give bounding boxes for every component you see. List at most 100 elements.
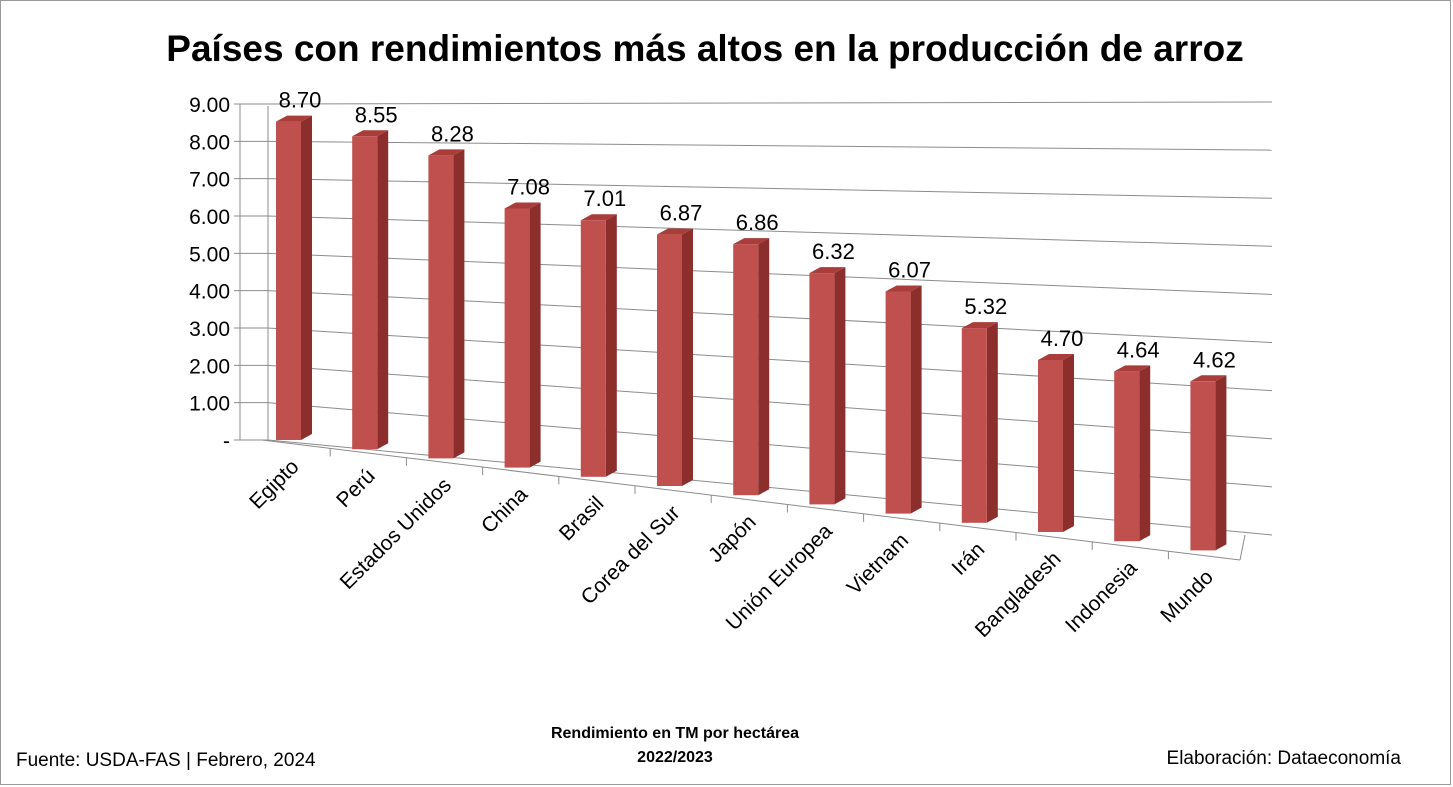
x-tick-label: Indonesia (1061, 556, 1142, 637)
x-tick-label: Egipto (245, 455, 303, 513)
gridline (267, 178, 1273, 199)
data-label: 4.62 (1193, 347, 1236, 372)
bar-side (682, 228, 693, 487)
x-tick-label: Japón (704, 510, 761, 567)
bar-front (961, 328, 987, 523)
bar-top (809, 267, 846, 274)
bar-top (657, 228, 693, 235)
bar (733, 238, 770, 496)
x-tick-label: China (477, 483, 532, 538)
y-tick-label: 6.00 (189, 206, 230, 229)
x-tick-label: Irán (947, 538, 989, 580)
bar (276, 115, 312, 440)
credit-note: Elaboración: Dataeconomía (1166, 748, 1401, 769)
data-label: 7.01 (583, 186, 626, 211)
bar-top (1114, 365, 1151, 372)
data-label: 6.87 (660, 201, 703, 226)
bar-front (885, 291, 911, 514)
bar-front (428, 155, 454, 459)
y-tick-label: - (223, 430, 230, 453)
y-tick-label: 1.00 (189, 393, 230, 416)
x-tick-label: Bangladesh (971, 547, 1066, 642)
data-label: 6.07 (888, 257, 931, 282)
bar-front (1038, 359, 1063, 532)
data-label: 8.28 (431, 121, 474, 146)
chart-title: Países con rendimientos más altos en la … (166, 28, 1244, 69)
bar-top (580, 214, 617, 221)
bar (580, 214, 617, 477)
floor-right-edge (1239, 534, 1246, 561)
bar (352, 130, 389, 450)
data-label: 4.70 (1041, 326, 1084, 351)
x-tick-label: Brasil (555, 492, 608, 545)
bar-top (276, 115, 312, 122)
bar-top (504, 202, 541, 209)
bar-side (377, 130, 389, 450)
bar-top (885, 285, 922, 292)
bar (1190, 375, 1227, 551)
bar-side (834, 267, 846, 505)
bar (504, 202, 541, 468)
gridline (267, 290, 1273, 344)
gridline (267, 101, 1273, 105)
caption-line-2: 2022/2023 (637, 749, 713, 766)
data-label: 6.86 (736, 210, 779, 235)
bar-top (1038, 353, 1074, 360)
bar-side (986, 322, 998, 523)
bar-side (529, 202, 541, 468)
data-label: 4.64 (1117, 337, 1160, 362)
bar-front (580, 220, 606, 477)
bar-side (453, 149, 465, 459)
y-tick-label: 7.00 (189, 169, 230, 192)
chart-caption: Rendimiento en TM por hectárea 2022/2023 (490, 722, 860, 770)
y-tick-label: 9.00 (189, 94, 230, 117)
bar-front (352, 136, 378, 450)
bar (657, 228, 693, 487)
bar-side (910, 285, 922, 514)
data-label: 8.55 (355, 102, 398, 127)
y-tick-label: 2.00 (189, 355, 230, 378)
data-label: 5.32 (964, 294, 1007, 319)
bar (961, 322, 998, 523)
y-tick-label: 8.00 (189, 131, 230, 154)
y-tick-label: 5.00 (189, 243, 230, 266)
data-label: 8.70 (279, 88, 322, 113)
source-note: Fuente: USDA-FAS | Febrero, 2024 (16, 750, 316, 771)
bar-side (1063, 353, 1074, 532)
bar-top (428, 149, 465, 156)
bar-front (657, 234, 682, 486)
bar-front (1114, 371, 1140, 542)
gridline (267, 252, 1273, 295)
bar (1114, 365, 1151, 542)
bar-front (809, 273, 835, 505)
data-label: 6.32 (812, 239, 855, 264)
bar (428, 149, 465, 459)
bar (1038, 353, 1074, 532)
bar (885, 285, 922, 514)
y-axis: - 1.00 2.00 3.00 4.00 5.00 6.00 7.00 8.00 9.00 (189, 94, 1246, 561)
bar-top (733, 238, 770, 245)
bar (809, 267, 846, 505)
bar-front (733, 244, 759, 496)
data-labels: 8.70 8.55 8.28 7.08 7.01 6.87 6.86 6.32 6.07 5.32… (279, 88, 1236, 373)
bar-front (276, 121, 301, 440)
bar-side (605, 214, 617, 477)
floor-front-edge (261, 439, 1241, 561)
bar-side (1215, 375, 1227, 551)
x-tick-label: Mundo (1156, 566, 1218, 628)
y-tick-label: 4.00 (189, 281, 230, 304)
caption-line-1: Rendimiento en TM por hectárea (550, 725, 800, 742)
bar-top (1190, 375, 1227, 382)
bars (276, 115, 1227, 551)
bar-side (758, 238, 770, 496)
data-label: 7.08 (507, 174, 550, 199)
bar-side (301, 115, 312, 440)
y-tick-label: 3.00 (189, 318, 230, 341)
bar-side (1139, 365, 1151, 542)
bar-front (504, 208, 530, 468)
gridline (267, 140, 1273, 151)
bar-top (961, 322, 998, 329)
x-tick-label: Perú (332, 464, 380, 512)
x-tick-label: Vietnam (843, 529, 913, 599)
